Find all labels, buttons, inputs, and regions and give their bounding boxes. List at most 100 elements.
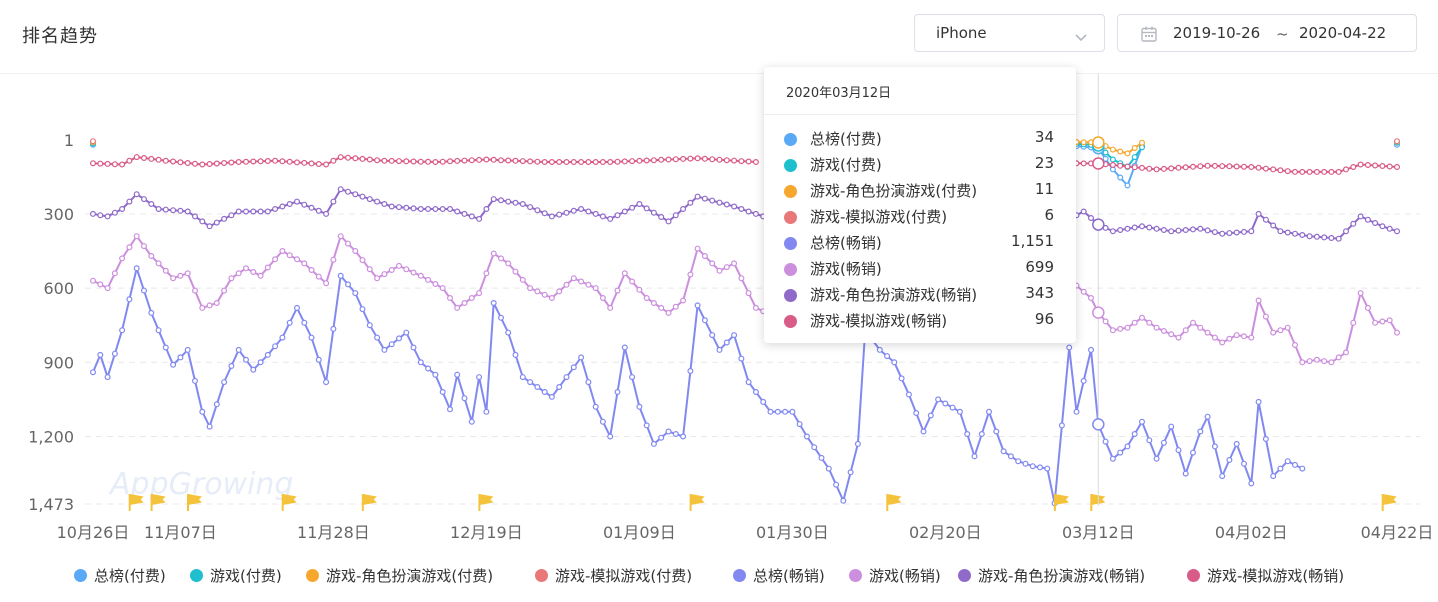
data-point[interactable] — [1386, 163, 1393, 170]
data-point[interactable] — [1080, 208, 1087, 215]
data-point[interactable] — [257, 359, 264, 366]
data-point[interactable] — [1306, 358, 1313, 365]
data-point[interactable] — [243, 158, 250, 165]
data-point[interactable] — [578, 354, 585, 361]
data-point[interactable] — [971, 453, 978, 460]
data-point[interactable] — [1328, 168, 1335, 175]
data-point[interactable] — [1117, 449, 1124, 456]
data-point[interactable] — [1284, 458, 1291, 465]
data-point[interactable] — [301, 201, 308, 208]
data-point[interactable] — [498, 197, 505, 204]
data-point[interactable] — [1321, 234, 1328, 241]
data-point[interactable] — [716, 156, 723, 163]
data-point[interactable] — [884, 353, 891, 360]
data-point[interactable] — [243, 356, 250, 363]
data-point[interactable] — [1248, 480, 1255, 487]
event-flag-icon[interactable] — [689, 494, 705, 511]
data-point[interactable] — [119, 327, 126, 334]
data-point[interactable] — [512, 351, 519, 358]
data-point[interactable] — [272, 343, 279, 350]
data-point[interactable] — [323, 161, 330, 168]
data-point[interactable] — [1204, 227, 1211, 234]
data-point[interactable] — [505, 198, 512, 205]
data-point[interactable] — [658, 434, 665, 441]
data-point[interactable] — [796, 421, 803, 428]
data-point[interactable] — [709, 197, 716, 204]
data-point[interactable] — [1306, 168, 1313, 175]
data-point[interactable] — [184, 270, 191, 277]
data-point[interactable] — [1066, 344, 1073, 351]
data-point[interactable] — [1364, 304, 1371, 311]
data-point[interactable] — [592, 210, 599, 217]
data-point[interactable] — [709, 332, 716, 339]
data-point[interactable] — [1109, 228, 1116, 235]
series-group[interactable] — [89, 186, 1400, 242]
data-point[interactable] — [694, 155, 701, 162]
data-point[interactable] — [250, 158, 257, 165]
data-point[interactable] — [1168, 165, 1175, 172]
data-point[interactable] — [636, 157, 643, 164]
data-point[interactable] — [490, 156, 497, 163]
data-point[interactable] — [629, 278, 636, 285]
data-point[interactable] — [425, 206, 432, 213]
series-group[interactable] — [89, 233, 1400, 366]
data-point[interactable] — [927, 412, 934, 419]
data-point[interactable] — [1007, 453, 1014, 460]
series-line[interactable] — [1075, 284, 1398, 364]
data-point[interactable] — [607, 215, 614, 222]
data-point[interactable] — [359, 193, 366, 200]
data-point[interactable] — [1153, 225, 1160, 232]
data-point[interactable] — [155, 327, 162, 334]
data-point[interactable] — [345, 240, 352, 247]
date-range-start[interactable]: 2019-10-26 — [1173, 24, 1261, 42]
data-point[interactable] — [1102, 155, 1109, 162]
data-point[interactable] — [432, 158, 439, 165]
data-point[interactable] — [1109, 327, 1116, 334]
data-point[interactable] — [1175, 164, 1182, 171]
data-point[interactable] — [840, 497, 847, 504]
data-point[interactable] — [97, 160, 104, 167]
data-point[interactable] — [425, 158, 432, 165]
data-point[interactable] — [206, 423, 213, 430]
data-point[interactable] — [1255, 210, 1262, 217]
data-point[interactable] — [709, 260, 716, 267]
data-point[interactable] — [184, 208, 191, 215]
data-point[interactable] — [1109, 455, 1116, 462]
series-line[interactable] — [1068, 210, 1398, 240]
data-point[interactable] — [1124, 324, 1131, 331]
data-point[interactable] — [1255, 297, 1262, 304]
data-point[interactable] — [731, 332, 738, 339]
data-point[interactable] — [701, 253, 708, 260]
data-point[interactable] — [1233, 229, 1240, 236]
data-point[interactable] — [184, 346, 191, 353]
data-point[interactable] — [1219, 339, 1226, 346]
data-point[interactable] — [1299, 232, 1306, 239]
data-point[interactable] — [1211, 334, 1218, 341]
data-point[interactable] — [891, 359, 898, 366]
data-point[interactable] — [199, 304, 206, 311]
data-point[interactable] — [614, 212, 621, 219]
data-point[interactable] — [1270, 473, 1277, 480]
data-point[interactable] — [905, 391, 912, 398]
data-point[interactable] — [396, 204, 403, 211]
data-point[interactable] — [1073, 408, 1080, 415]
data-point[interactable] — [563, 158, 570, 165]
data-point[interactable] — [381, 271, 388, 278]
data-point[interactable] — [111, 270, 118, 277]
data-point[interactable] — [148, 253, 155, 260]
data-point[interactable] — [818, 454, 825, 461]
data-point[interactable] — [1226, 457, 1233, 464]
data-point[interactable] — [141, 287, 148, 294]
data-point[interactable] — [221, 215, 228, 222]
data-point[interactable] — [782, 408, 789, 415]
data-point[interactable] — [920, 428, 927, 435]
data-point[interactable] — [1153, 455, 1160, 462]
data-point[interactable] — [1189, 226, 1196, 233]
data-point[interactable] — [723, 201, 730, 208]
data-point[interactable] — [228, 212, 235, 219]
data-point[interactable] — [417, 206, 424, 213]
data-point[interactable] — [476, 215, 483, 222]
data-point[interactable] — [716, 267, 723, 274]
data-point[interactable] — [279, 248, 286, 255]
data-point[interactable] — [658, 156, 665, 163]
